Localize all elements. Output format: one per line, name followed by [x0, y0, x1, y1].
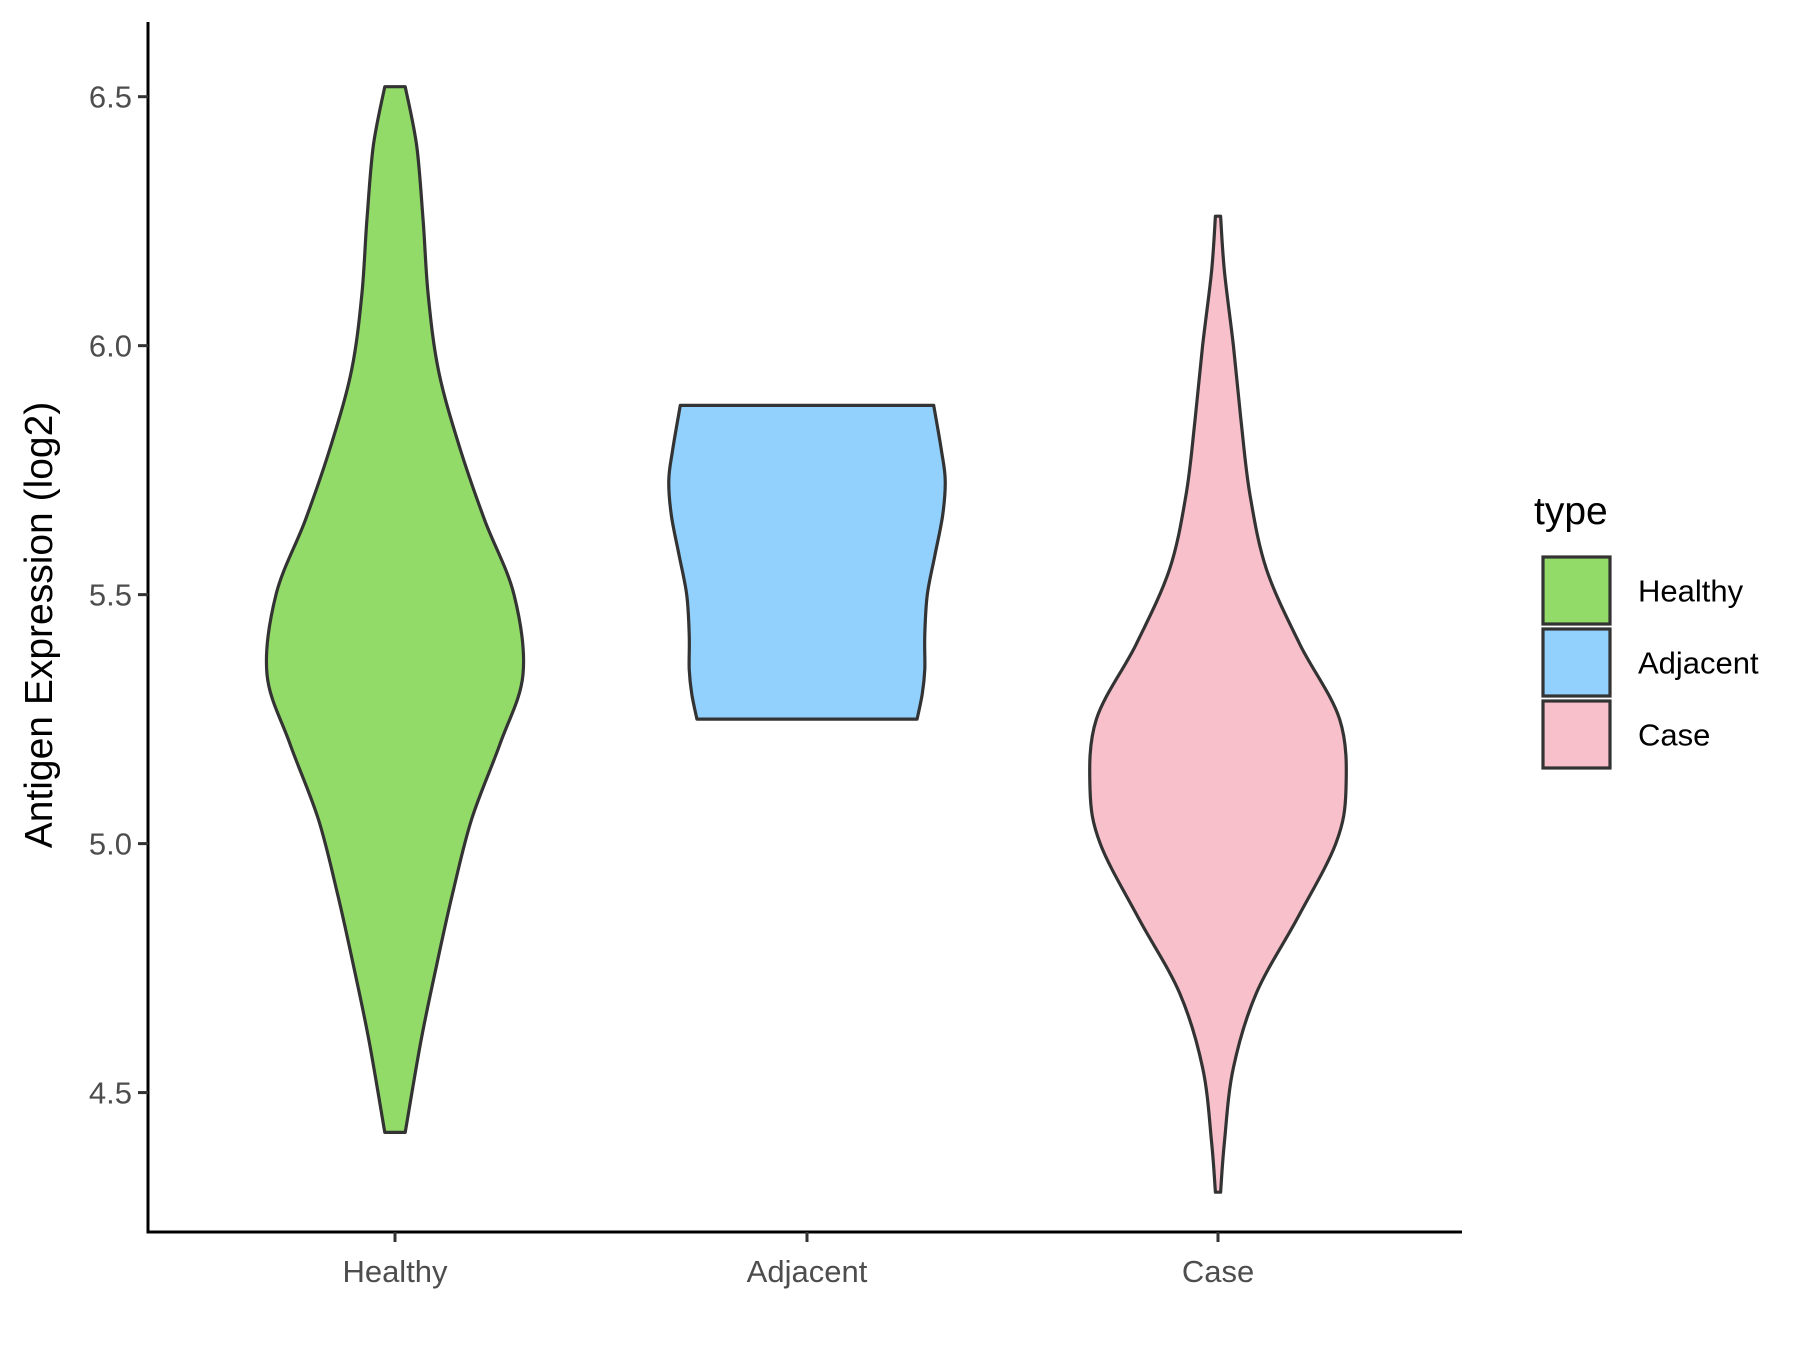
- legend-label: Case: [1638, 718, 1710, 753]
- y-tick-label: 4.5: [89, 1076, 132, 1111]
- x-tick-label: Healthy: [342, 1254, 448, 1289]
- legend-key-healthy: [1541, 555, 1612, 626]
- violin-case: [1088, 214, 1348, 1194]
- legend-key-case: [1541, 699, 1612, 770]
- legend-title: type: [1534, 490, 1608, 533]
- y-tick-label: 5.0: [89, 827, 132, 862]
- legend-items: Healthy Adjacent Case: [1541, 555, 1759, 770]
- x-ticks: Healthy Adjacent Case: [342, 1232, 1254, 1289]
- violin-adjacent: [667, 403, 947, 721]
- legend: type Healthy Adjacent Case: [1534, 490, 1759, 770]
- legend-label: Healthy: [1638, 574, 1744, 609]
- legend-label: Adjacent: [1638, 646, 1759, 681]
- y-tick-label: 5.5: [89, 578, 132, 613]
- y-tick-label: 6.5: [89, 80, 132, 115]
- x-tick-label: Case: [1182, 1254, 1254, 1289]
- y-tick-label: 6.0: [89, 329, 132, 364]
- violin-healthy: [264, 85, 526, 1134]
- axes: 4.5 5.0 5.5 6.0 6.5 Healthy Adjacent Case: [89, 22, 1462, 1289]
- y-ticks: 4.5 5.0 5.5 6.0 6.5: [89, 80, 148, 1111]
- y-axis-title: Antigen Expression (log2): [18, 402, 61, 849]
- legend-key-adjacent: [1541, 627, 1612, 698]
- violin-layer: [264, 85, 1348, 1194]
- x-tick-label: Adjacent: [747, 1254, 868, 1289]
